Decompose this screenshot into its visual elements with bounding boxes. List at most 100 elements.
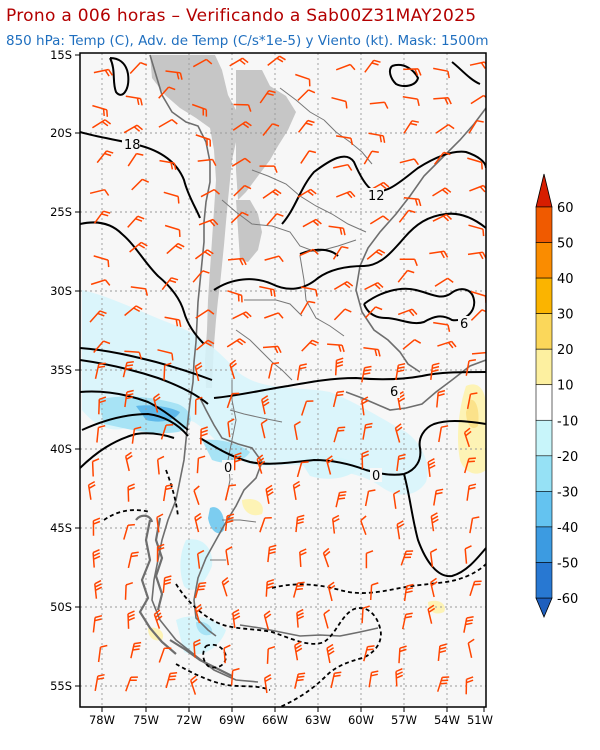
wind-barb	[267, 544, 277, 563]
wind-barb	[395, 362, 406, 381]
wind-barb	[127, 610, 135, 629]
wind-barb	[232, 609, 241, 628]
wind-barb	[156, 543, 165, 562]
wind-barb	[93, 68, 114, 77]
wind-barb	[399, 258, 418, 267]
svg-text:69W: 69W	[219, 713, 245, 727]
wind-barb	[91, 458, 100, 477]
wind-barb	[129, 61, 148, 75]
wind-barb	[200, 426, 208, 445]
wind-barb	[158, 86, 176, 99]
wind-barb	[396, 520, 405, 540]
wind-barb	[463, 616, 474, 633]
wind-barb	[194, 581, 207, 599]
wind-barb	[93, 255, 110, 268]
wind-barb	[335, 490, 347, 508]
wind-barb	[224, 484, 237, 501]
wind-barb	[196, 455, 206, 474]
wind-barb	[361, 450, 369, 469]
wind-barb	[94, 362, 106, 379]
isotherms-dashed	[103, 469, 486, 707]
wind-barb	[299, 248, 319, 257]
wind-barb	[267, 55, 286, 66]
wind-barb	[294, 641, 303, 661]
wind-barb	[302, 218, 322, 228]
colorbar-label: -20	[557, 450, 578, 465]
wind-barb	[92, 104, 109, 117]
svg-text:45S: 45S	[50, 521, 72, 535]
colorbar-cell	[535, 526, 553, 563]
wind-barb	[437, 340, 457, 349]
wind-barb	[429, 250, 449, 259]
wind-barb	[94, 673, 105, 692]
wind-barb	[263, 610, 272, 630]
wind-barb	[156, 513, 164, 533]
wind-barb	[398, 209, 416, 223]
colorbar-cell	[535, 313, 553, 350]
wind-barb	[368, 670, 379, 688]
colorbar-label: -40	[557, 521, 578, 536]
wind-barb	[259, 517, 272, 533]
wind-barb	[467, 638, 475, 658]
colorbar-cell	[535, 277, 553, 314]
wind-barb	[223, 644, 231, 664]
wind-barb	[226, 338, 246, 348]
wind-barb	[221, 577, 230, 597]
wind-barb	[300, 400, 314, 416]
wind-barb	[361, 396, 369, 416]
wind-barb	[96, 150, 114, 164]
wind-barb	[226, 392, 240, 409]
wind-barb	[433, 488, 444, 506]
wind-barb	[470, 309, 486, 321]
map-subtitle: 850 hPa: Temp (C), Adv. de Temp (C/s*1e-…	[6, 33, 489, 49]
wind-barb	[265, 578, 275, 597]
wind-barb	[327, 581, 336, 602]
country-borders	[210, 87, 373, 561]
wind-barb	[300, 150, 317, 164]
wind-barb	[127, 215, 145, 228]
wind-barb	[194, 361, 203, 382]
wind-barb	[365, 550, 374, 569]
wind-barb	[332, 245, 349, 260]
svg-text:55S: 55S	[50, 679, 72, 693]
wind-barb	[224, 513, 235, 531]
wind-barb	[466, 392, 478, 410]
colorbar-cell	[535, 455, 553, 492]
wind-barb	[195, 309, 215, 319]
wind-barb	[232, 121, 252, 131]
wind-barb	[438, 425, 449, 443]
wind-barb	[97, 644, 108, 663]
wind-barb	[198, 218, 219, 227]
wind-barb	[227, 290, 243, 303]
wind-barb	[193, 485, 200, 505]
wind-barb	[363, 150, 379, 165]
wind-barb	[396, 390, 406, 411]
wind-barb	[164, 224, 181, 237]
wind-barb	[263, 674, 272, 694]
wind-barb	[195, 134, 212, 147]
wind-barb	[162, 575, 172, 593]
svg-text:66W: 66W	[262, 713, 288, 727]
latitude-labels: 15S 20S 25S 30S 35S 40S 45S 50S 55S	[50, 48, 72, 693]
terrain-mask	[150, 55, 296, 388]
wind-barb	[90, 279, 111, 286]
wind-barb	[162, 483, 173, 502]
wind-barb	[156, 455, 165, 475]
wind-barb	[93, 340, 111, 353]
wind-barb	[296, 608, 305, 628]
wind-barb	[430, 512, 439, 532]
wind-barb	[124, 389, 134, 408]
wind-barb	[362, 422, 373, 440]
wind-barb	[229, 359, 237, 380]
wind-barb	[465, 358, 477, 376]
wind-barb	[129, 241, 148, 253]
wind-barb	[196, 549, 205, 569]
wind-barb	[394, 423, 403, 443]
colorbar-label: 30	[557, 308, 574, 323]
svg-text:75W: 75W	[133, 713, 159, 727]
wind-barb	[200, 188, 220, 198]
wind-barb	[127, 551, 139, 569]
wind-barb	[331, 514, 340, 534]
wind-barb	[399, 158, 420, 166]
